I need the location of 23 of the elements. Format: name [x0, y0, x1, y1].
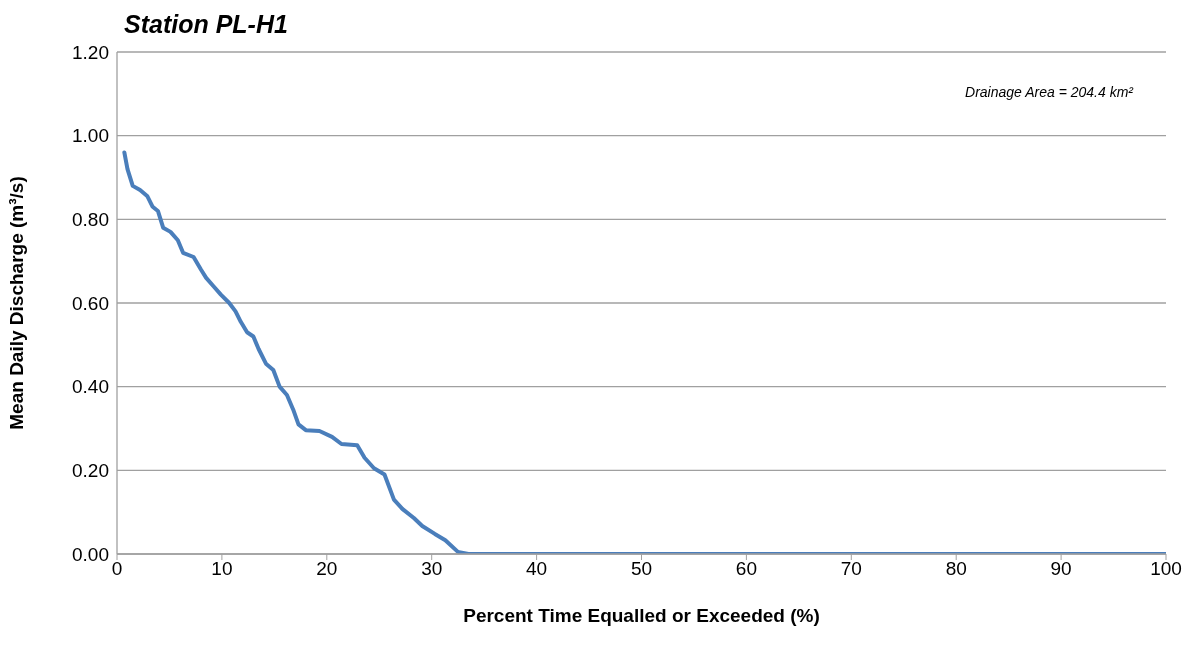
line-series: [122, 150, 1166, 554]
y-tick-label: 0.20: [72, 460, 109, 482]
y-tick-label: 1.20: [72, 41, 109, 63]
x-tick-label: 90: [1050, 558, 1072, 580]
x-tick-label: 100: [1150, 558, 1182, 580]
x-tick-label: 60: [735, 558, 757, 580]
y-tick-label: 0.00: [72, 543, 109, 565]
y-tick-label: 0.60: [72, 292, 109, 314]
chart-title: Station PL-H1: [124, 10, 288, 39]
x-axis-title: Percent Time Equalled or Exceeded (%): [463, 605, 820, 626]
x-tick-label: 10: [211, 558, 233, 580]
y-tick-label: 1.00: [72, 125, 109, 147]
x-tick-label: 40: [526, 558, 548, 580]
annotation: Drainage Area = 204.4 km²: [965, 84, 1133, 100]
x-tick-label: 0: [111, 558, 123, 580]
y-tick-label: 0.80: [72, 209, 109, 231]
y-tick-label: 0.40: [72, 376, 109, 398]
x-tick-label: 30: [421, 558, 443, 580]
x-tick-label: 80: [945, 558, 967, 580]
x-tick-label: 20: [316, 558, 338, 580]
y-axis-title: Mean Daily Discharge (m³/s): [5, 176, 27, 430]
x-tick-label: 50: [630, 558, 653, 580]
x-tick-label: 70: [840, 558, 862, 580]
